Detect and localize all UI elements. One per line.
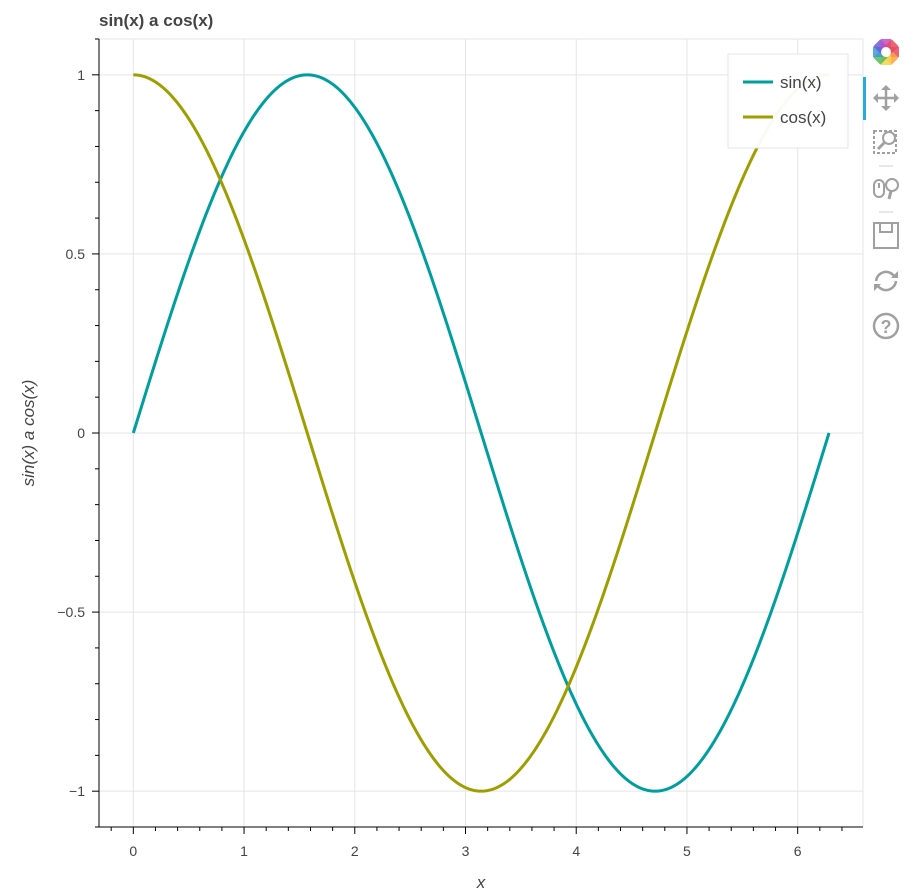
chart-title: sin(x) a cos(x)	[99, 11, 213, 30]
active-tool-indicator	[863, 77, 866, 120]
x-tick-label: 0	[129, 843, 137, 859]
x-tick-label: 3	[462, 843, 470, 859]
svg-text:?: ?	[881, 317, 892, 337]
y-tick-label: 0.5	[66, 246, 86, 262]
reset-tool-icon[interactable]	[874, 270, 898, 292]
y-tick-label: −0.5	[57, 604, 85, 620]
axes: sin(x) a cos(x) x sin(x) a cos(x) 0 1 2 3 4 5…	[19, 11, 863, 892]
bokeh-logo-icon	[873, 39, 899, 65]
toolbar: ?	[863, 39, 900, 340]
help-tool-icon[interactable]: ?	[872, 312, 900, 340]
x-axis-label: x	[476, 873, 486, 892]
series	[131, 73, 831, 793]
x-tick-label: 6	[794, 843, 802, 859]
legend-box	[727, 53, 849, 149]
pan-tool-icon[interactable]	[873, 85, 899, 111]
wheel-zoom-tool-icon[interactable]	[873, 178, 899, 200]
x-tick-label: 1	[240, 843, 248, 859]
x-tick-label: 4	[572, 843, 580, 859]
box-zoom-tool-icon[interactable]	[873, 130, 897, 154]
y-tick-label: −1	[69, 783, 85, 799]
legend: sin(x) cos(x)	[727, 53, 849, 149]
x-tick-label: 2	[351, 843, 359, 859]
y-tick-label: 0	[77, 425, 85, 441]
legend-label-cos: cos(x)	[780, 108, 826, 127]
y-tick-label: 1	[77, 67, 85, 83]
y-axis-label: sin(x) a cos(x)	[19, 380, 38, 487]
save-tool-icon[interactable]	[873, 222, 899, 249]
legend-label-sin: sin(x)	[780, 73, 822, 92]
x-tick-label: 5	[683, 843, 691, 859]
grid	[99, 38, 864, 827]
series-line-sin	[131, 73, 831, 793]
series-line-cos	[133, 73, 830, 793]
